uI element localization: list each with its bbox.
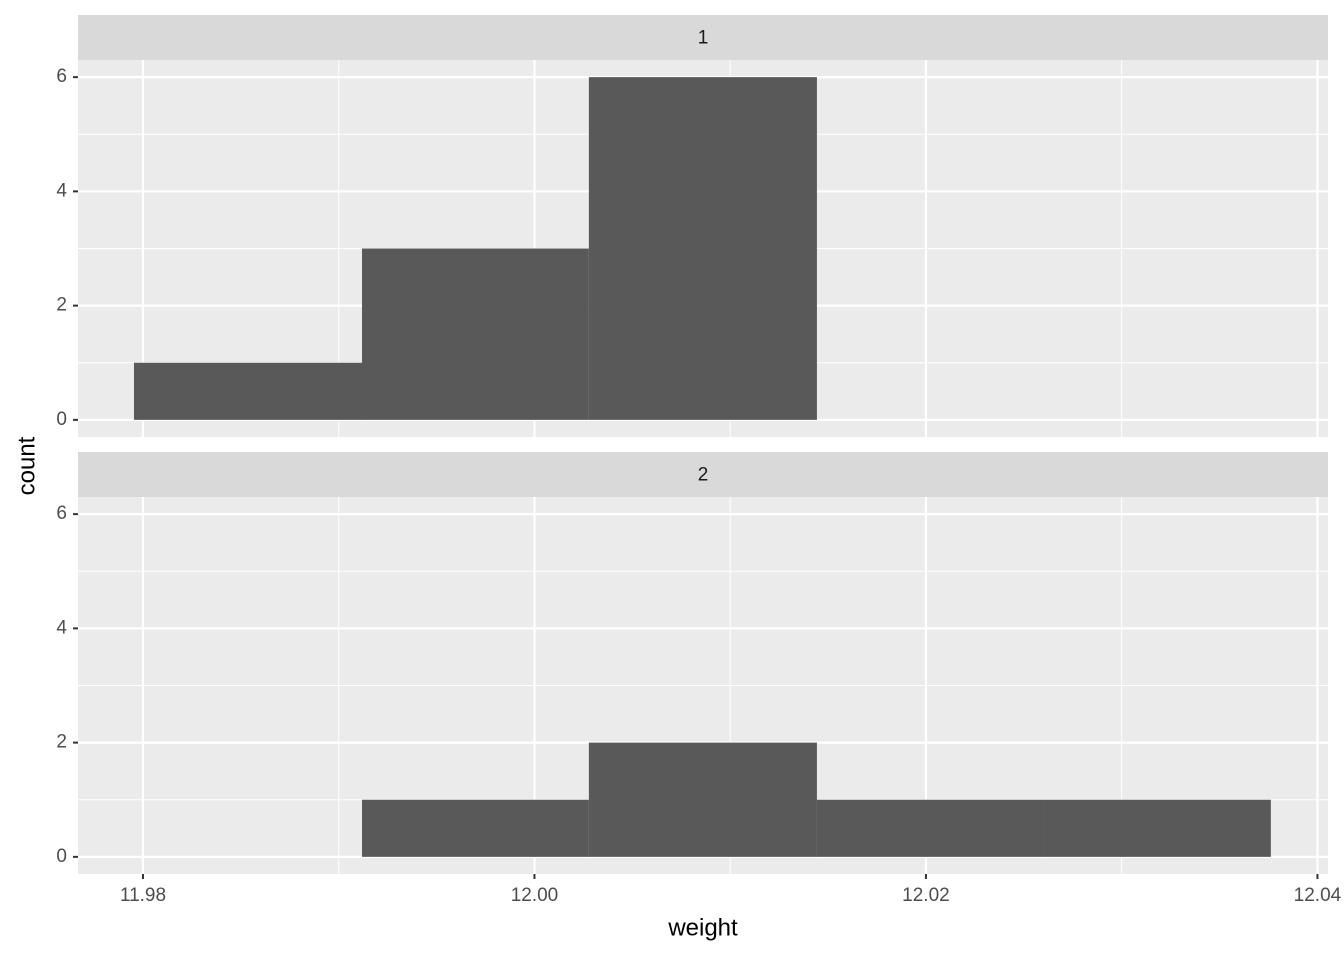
y-tick-label: 6	[56, 503, 67, 524]
bar	[1043, 799, 1271, 857]
strip-label: 2	[698, 465, 709, 486]
y-tick-label: 4	[56, 180, 67, 201]
strip	[78, 452, 1328, 497]
bar	[588, 742, 817, 857]
bar	[362, 799, 589, 857]
x-axis-title: weight	[667, 914, 738, 941]
bar	[816, 799, 1044, 857]
y-tick-label: 4	[56, 617, 67, 638]
y-tick-label: 2	[56, 732, 67, 753]
x-tick-label: 12.04	[1294, 885, 1342, 906]
bar	[133, 362, 363, 420]
strip-label: 1	[698, 28, 709, 49]
bar	[588, 77, 817, 420]
x-tick-label: 12.02	[902, 885, 950, 906]
y-tick-label: 6	[56, 66, 67, 87]
x-tick-label: 12.00	[511, 885, 559, 906]
y-tick-label: 0	[56, 846, 67, 867]
x-tick-label: 11.98	[120, 885, 166, 906]
bar	[362, 248, 589, 420]
y-tick-label: 2	[56, 295, 67, 316]
y-tick-label: 0	[56, 409, 67, 430]
y-axis-title: count	[13, 436, 40, 495]
strip	[78, 15, 1328, 60]
